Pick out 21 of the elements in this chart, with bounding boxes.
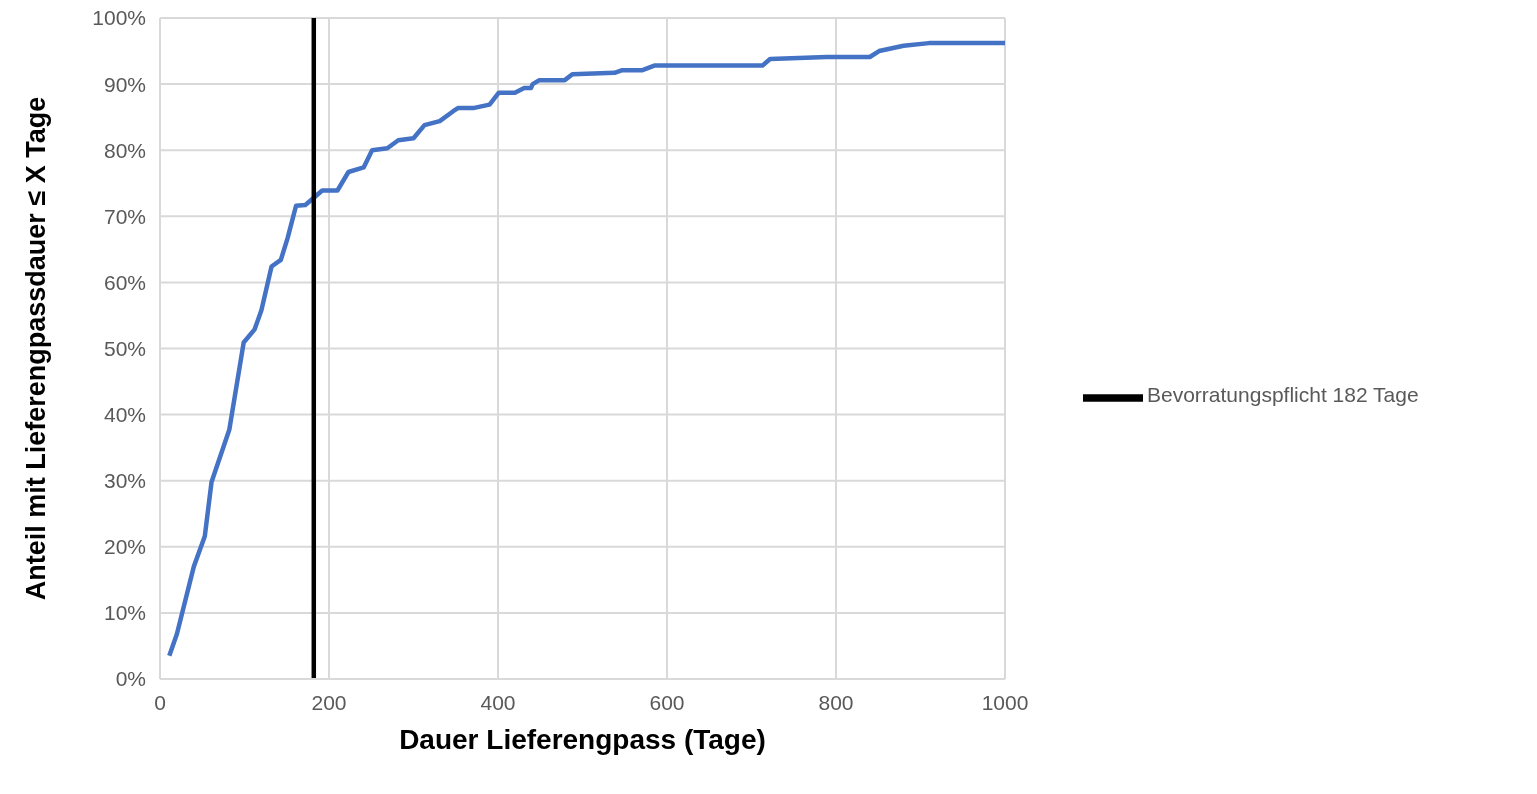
y-tick-label: 90% — [103, 72, 146, 96]
y-tick-label: 20% — [103, 535, 146, 559]
y-tick-label: 30% — [103, 469, 146, 493]
y-tick-label: 0% — [115, 667, 146, 691]
x-tick-label: 800 — [818, 690, 854, 714]
x-axis-title: Dauer Lieferengpass (Tage) — [399, 724, 766, 755]
y-tick-label: 60% — [103, 270, 146, 294]
y-tick-label: 10% — [103, 601, 146, 625]
y-tick-label: 100% — [92, 6, 146, 30]
y-tick-label: 80% — [103, 138, 146, 162]
y-tick-label: 40% — [103, 403, 146, 427]
legend-label: Bevorratungspflicht 182 Tage — [1147, 383, 1419, 407]
x-tick-label: 200 — [311, 690, 347, 714]
y-tick-label: 50% — [103, 336, 146, 360]
line-series — [167, 40, 1005, 659]
x-tick-label: 600 — [649, 690, 685, 714]
y-axis-title: Anteil mit Lieferengpassdauer ≤ X Tage — [21, 96, 52, 601]
x-tick-label: 0 — [154, 690, 166, 714]
x-tick-label: 1000 — [981, 690, 1029, 714]
x-tick-label: 400 — [480, 690, 516, 714]
y-tick-label: 70% — [103, 204, 146, 228]
